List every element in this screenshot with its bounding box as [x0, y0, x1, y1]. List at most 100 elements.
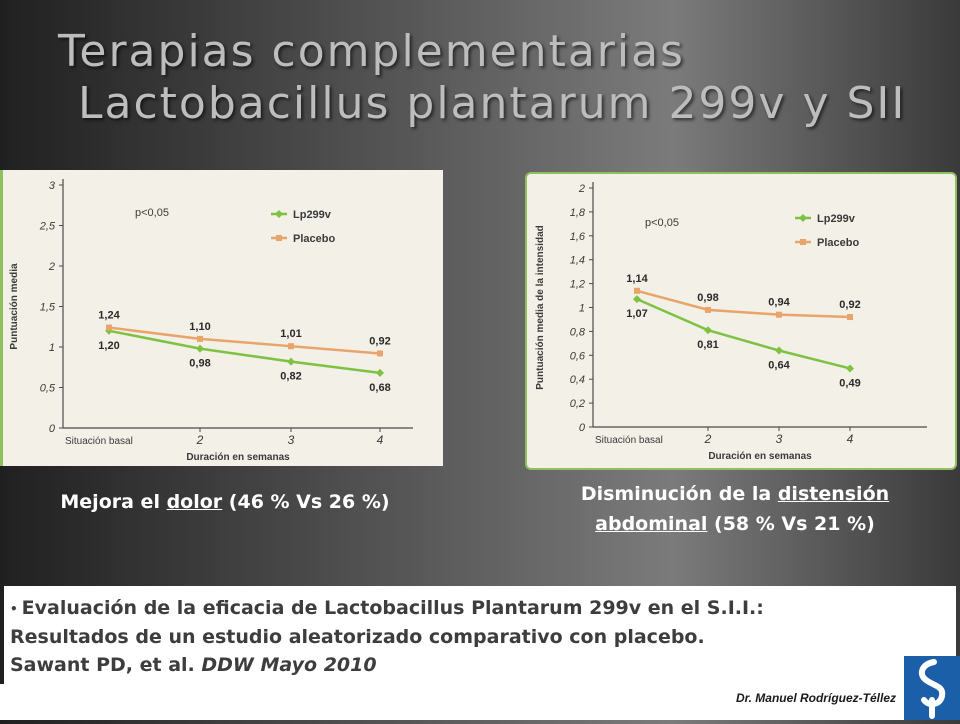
- legend-marker: [276, 235, 282, 241]
- data-label: 0,64: [768, 360, 790, 372]
- y-tick-label: 0,4: [570, 374, 585, 386]
- data-point-lp299v: [287, 357, 295, 366]
- reference-source: DDW Mayo 2010: [201, 653, 377, 676]
- legend-marker: [800, 239, 806, 245]
- data-point-lp299v: [196, 344, 204, 353]
- data-label: 0,92: [369, 335, 390, 347]
- y-tick-label: 0: [49, 423, 56, 435]
- logo-mark: [918, 659, 946, 719]
- data-label: 1,24: [98, 310, 120, 322]
- x-axis-title: Duración en semanas: [186, 452, 290, 463]
- data-label: 1,10: [189, 321, 210, 333]
- data-label: 1,20: [98, 340, 119, 352]
- data-label: 1,14: [626, 273, 648, 285]
- reference-line-2: Resultados de un estudio aleatorizado co…: [10, 625, 705, 648]
- data-point-lp299v: [105, 326, 113, 335]
- caption-distension-stat: (58 % Vs 21 %): [707, 513, 875, 535]
- data-label: 0,98: [189, 358, 210, 370]
- data-point-lp299v: [775, 346, 783, 355]
- slide-title: Terapias complementarias Lactobacillus p…: [58, 26, 938, 130]
- y-tick-label: 0,8: [570, 326, 586, 338]
- p-value-annotation: p<0,05: [135, 207, 169, 219]
- y-tick-label: 1,6: [570, 231, 586, 243]
- legend-label-lp299v: Lp299v: [293, 209, 332, 221]
- data-label: 0,98: [697, 292, 718, 304]
- data-label: 1,07: [626, 308, 647, 320]
- y-axis-title: Puntuación media de la intensidad: [535, 225, 546, 389]
- y-axis-title: Puntuación media: [9, 263, 20, 350]
- bullet-icon: •: [10, 601, 18, 616]
- x-tick-label: 3: [288, 433, 295, 447]
- data-point-placebo: [776, 311, 782, 318]
- series-line-lp299v: [636, 297, 851, 370]
- reference-authors: Sawant PD, et al.: [10, 653, 202, 676]
- caption-distension: Disminución de la distensión abdominal (…: [540, 479, 930, 539]
- y-tick-label: 0,2: [570, 398, 585, 410]
- y-tick-label: 2: [48, 261, 55, 273]
- x-tick-label: Situación basal: [595, 435, 663, 446]
- series-line-lp299v: [108, 329, 381, 375]
- logo-icon: [904, 656, 960, 720]
- y-tick-label: 2: [578, 183, 585, 195]
- data-point-placebo: [377, 350, 383, 357]
- caption-distension-pre: Disminución de la: [580, 483, 778, 505]
- y-tick-label: 1: [49, 342, 55, 354]
- x-tick-label: 4: [377, 433, 384, 447]
- data-point-placebo: [634, 287, 640, 294]
- data-point-lp299v: [846, 364, 854, 373]
- caption-pain-keyword: dolor: [166, 491, 223, 513]
- caption-distension-keyword1: distensión: [777, 483, 890, 505]
- data-label: 0,82: [280, 371, 301, 383]
- y-tick-label: 1,8: [570, 207, 586, 219]
- footer-bar: [0, 684, 960, 720]
- chart-pain: 0 0,5 1 1,5 2 2,5 3 Situación basal 2 3 4 Duración …: [0, 170, 443, 466]
- data-point-placebo: [705, 306, 711, 313]
- caption-pain-stat: (46 % Vs 26 %): [222, 491, 390, 513]
- x-tick-label: 2: [196, 433, 204, 447]
- data-label: 1,01: [280, 328, 301, 340]
- data-label: 0,81: [697, 339, 718, 351]
- y-tick-label: 3: [49, 180, 56, 192]
- x-tick-label: 4: [847, 432, 854, 446]
- series-line-placebo: [108, 326, 381, 355]
- data-label: 0,49: [839, 377, 860, 389]
- y-tick-label: 2,5: [39, 221, 56, 233]
- y-tick-label: 1,4: [570, 255, 585, 267]
- y-tick-label: 1: [579, 303, 585, 315]
- data-point-placebo: [197, 335, 203, 342]
- data-label: 0,92: [839, 299, 860, 311]
- data-label: 0,94: [768, 297, 790, 309]
- legend-label-placebo: Placebo: [817, 237, 859, 249]
- y-tick-label: 0,5: [40, 383, 56, 395]
- author-credit: Dr. Manuel Rodríguez-Téllez: [735, 691, 896, 705]
- data-label: 0,68: [369, 382, 390, 394]
- caption-distension-keyword2: abdominal: [595, 513, 708, 535]
- data-point-placebo: [288, 343, 294, 350]
- y-tick-label: 1,2: [570, 279, 585, 291]
- reference-line-1: Evaluación de la eficacia de Lactobacill…: [21, 597, 764, 619]
- title-line-2: Lactobacillus plantarum 299v y SII: [78, 78, 907, 129]
- caption-pain-pre: Mejora el: [60, 491, 167, 513]
- data-point-lp299v: [704, 326, 712, 335]
- y-tick-label: 0,6: [570, 350, 586, 362]
- reference-text: • Evaluación de la eficacia de Lactobacil…: [10, 594, 764, 679]
- y-tick-label: 1,5: [40, 302, 56, 314]
- data-point-lp299v: [633, 295, 641, 304]
- legend-label-lp299v: Lp299v: [817, 213, 856, 225]
- chart-pain-svg: 0 0,5 1 1,5 2 2,5 3 Situación basal 2 3 4 Duración …: [9, 179, 413, 463]
- title-line-1: Terapias complementarias: [58, 26, 685, 77]
- x-tick-label: 3: [776, 432, 783, 446]
- p-value-annotation: p<0,05: [645, 217, 679, 229]
- data-point-lp299v: [376, 368, 384, 377]
- y-tick-label: 0: [579, 422, 586, 434]
- caption-pain: Mejora el dolor (46 % Vs 26 %): [20, 487, 430, 517]
- x-axis-title: Duración en semanas: [708, 451, 812, 462]
- data-point-placebo: [106, 324, 112, 331]
- x-tick-label: 2: [704, 432, 712, 446]
- chart-distension: 0 0,2 0,4 0,6 0,8 1 1,2 1,4 1,6 1,8 2 Situación bas…: [525, 172, 957, 470]
- data-point-placebo: [847, 314, 853, 321]
- legend-label-placebo: Placebo: [293, 233, 335, 245]
- legend-marker: [799, 214, 807, 222]
- x-tick-label: Situación basal: [65, 436, 133, 447]
